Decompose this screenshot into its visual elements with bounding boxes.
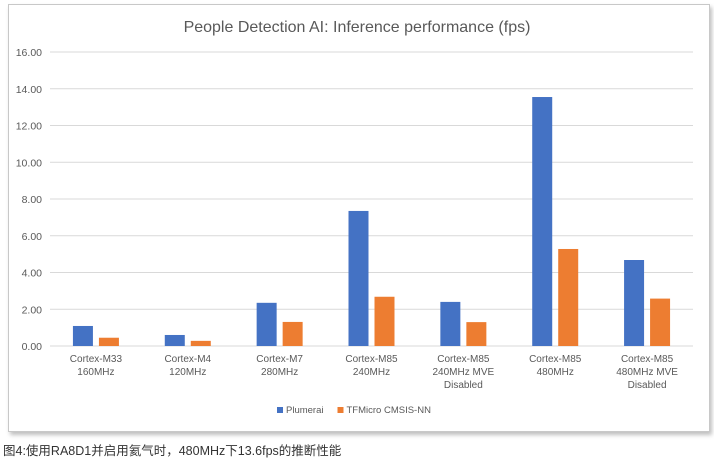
x-tick-label: Cortex-M85 bbox=[529, 354, 582, 365]
bar-tfmicro-cmsis-nn bbox=[190, 340, 211, 346]
x-tick-label: Disabled bbox=[444, 380, 483, 391]
bar-plumerai bbox=[164, 334, 185, 346]
bar-plumerai bbox=[624, 260, 645, 346]
x-tick-label: Disabled bbox=[628, 380, 667, 391]
x-tick-label: Cortex-M7 bbox=[256, 354, 303, 365]
y-tick-label: 10.00 bbox=[16, 157, 42, 169]
bar-tfmicro-cmsis-nn bbox=[98, 337, 119, 346]
legend-label: TFMicro CMSIS-NN bbox=[347, 405, 432, 416]
x-tick-label: Cortex-M85 bbox=[621, 354, 674, 365]
y-tick-label: 12.00 bbox=[16, 121, 42, 133]
legend-swatch bbox=[337, 407, 344, 413]
y-tick-label: 6.00 bbox=[22, 231, 43, 243]
y-tick-label: 0.00 bbox=[22, 341, 43, 353]
x-tick-label: 240MHz MVE bbox=[433, 367, 495, 378]
bar-plumerai bbox=[348, 210, 369, 346]
x-tick-label: 280MHz bbox=[261, 367, 298, 378]
bar-plumerai bbox=[256, 302, 277, 346]
x-tick-label: 120MHz bbox=[169, 367, 206, 378]
x-tick-label: 240MHz bbox=[353, 367, 390, 378]
bar-tfmicro-cmsis-nn bbox=[374, 296, 395, 346]
x-tick-label: Cortex-M85 bbox=[345, 354, 398, 365]
bar-plumerai bbox=[440, 301, 461, 346]
y-tick-label: 16.00 bbox=[16, 47, 42, 59]
y-tick-label: 8.00 bbox=[22, 194, 43, 206]
bar-tfmicro-cmsis-nn bbox=[650, 298, 671, 346]
x-tick-label: Cortex-M33 bbox=[70, 354, 123, 365]
chart-title: People Detection AI: Inference performan… bbox=[184, 19, 531, 36]
x-tick-label: Cortex-M85 bbox=[437, 354, 490, 365]
bar-plumerai bbox=[72, 325, 93, 346]
x-tick-label: 160MHz bbox=[77, 367, 114, 378]
x-tick-label: Cortex-M4 bbox=[164, 354, 211, 365]
bar-chart: People Detection AI: Inference performan… bbox=[16, 19, 693, 416]
figure-caption: 图4:使用RA8D1并启用氦气时，480MHz下13.6fps的推断性能 bbox=[3, 444, 342, 458]
y-tick-label: 14.00 bbox=[16, 84, 42, 96]
bar-tfmicro-cmsis-nn bbox=[558, 248, 579, 346]
bar-plumerai bbox=[532, 97, 553, 346]
legend-label: Plumerai bbox=[286, 405, 324, 416]
x-tick-label: 480MHz bbox=[537, 367, 574, 378]
bar-tfmicro-cmsis-nn bbox=[466, 322, 487, 346]
legend-swatch bbox=[277, 407, 283, 413]
y-tick-label: 4.00 bbox=[22, 268, 43, 280]
x-tick-label: 480MHz MVE bbox=[616, 367, 678, 378]
y-tick-label: 2.00 bbox=[22, 304, 43, 316]
bar-tfmicro-cmsis-nn bbox=[282, 321, 303, 346]
